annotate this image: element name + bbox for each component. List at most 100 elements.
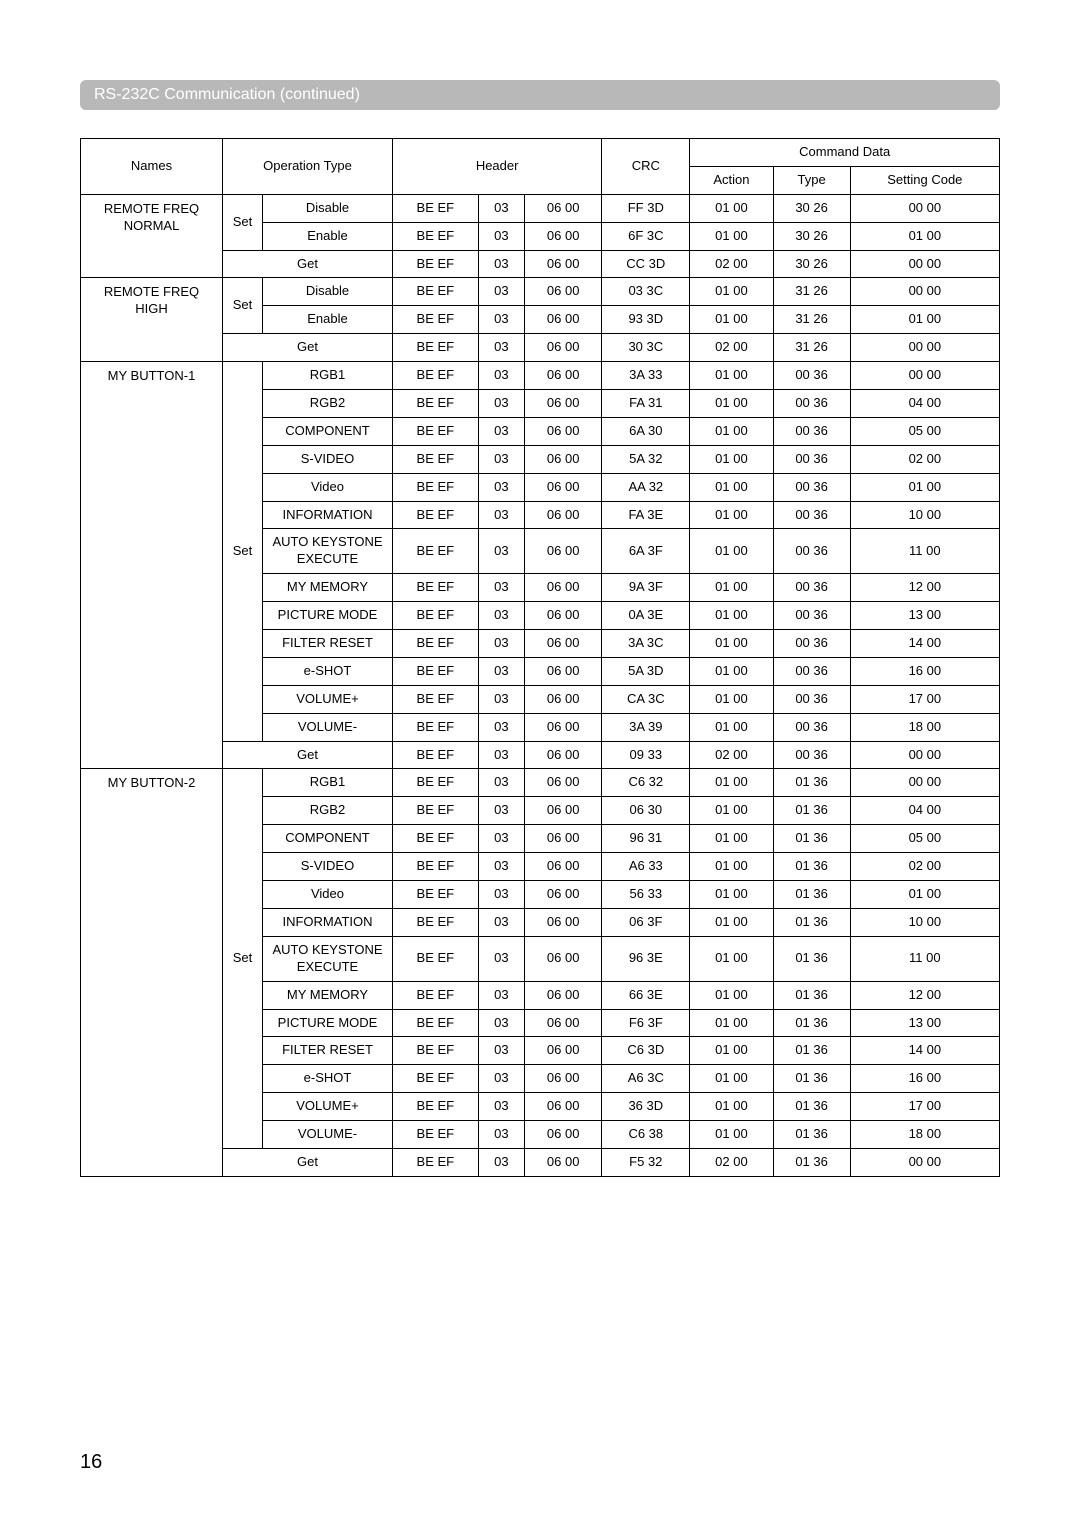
data-cell: 13 00 — [850, 1009, 999, 1037]
data-cell: 01 00 — [690, 1009, 773, 1037]
data-cell: 00 36 — [773, 657, 850, 685]
data-cell: 30 3C — [602, 334, 690, 362]
data-cell: 01 00 — [690, 825, 773, 853]
data-cell: 03 — [478, 1009, 525, 1037]
op-value-cell: Enable — [263, 306, 393, 334]
data-cell: 00 00 — [850, 362, 999, 390]
name-cell: REMOTE FREQNORMAL — [81, 194, 223, 278]
data-cell: BE EF — [393, 981, 479, 1009]
data-cell: 03 — [478, 390, 525, 418]
col-setting-code: Setting Code — [850, 166, 999, 194]
op-get-cell: Get — [223, 741, 393, 769]
data-cell: BE EF — [393, 602, 479, 630]
col-operation-type: Operation Type — [223, 139, 393, 195]
data-cell: 10 00 — [850, 908, 999, 936]
data-cell: 00 00 — [850, 194, 999, 222]
data-cell: 06 00 — [525, 278, 602, 306]
data-cell: BE EF — [393, 417, 479, 445]
data-cell: BE EF — [393, 1065, 479, 1093]
data-cell: 01 00 — [690, 1093, 773, 1121]
data-cell: 00 36 — [773, 685, 850, 713]
data-cell: 06 3F — [602, 908, 690, 936]
data-cell: F6 3F — [602, 1009, 690, 1037]
data-cell: 00 36 — [773, 574, 850, 602]
data-cell: BE EF — [393, 797, 479, 825]
data-cell: 17 00 — [850, 1093, 999, 1121]
op-value-cell: RGB1 — [263, 769, 393, 797]
data-cell: BE EF — [393, 574, 479, 602]
data-cell: 03 — [478, 685, 525, 713]
op-get-cell: Get — [223, 334, 393, 362]
data-cell: 06 00 — [525, 390, 602, 418]
data-cell: 04 00 — [850, 797, 999, 825]
data-cell: BE EF — [393, 769, 479, 797]
data-cell: BE EF — [393, 825, 479, 853]
data-cell: BE EF — [393, 908, 479, 936]
data-cell: 06 00 — [525, 741, 602, 769]
data-cell: 06 00 — [525, 630, 602, 658]
data-cell: 05 00 — [850, 417, 999, 445]
data-cell: 06 00 — [525, 362, 602, 390]
data-cell: 00 36 — [773, 445, 850, 473]
data-cell: 01 00 — [690, 769, 773, 797]
data-cell: 06 00 — [525, 908, 602, 936]
op-value-cell: RGB1 — [263, 362, 393, 390]
data-cell: 06 00 — [525, 1065, 602, 1093]
data-cell: 06 00 — [525, 797, 602, 825]
data-cell: 06 00 — [525, 657, 602, 685]
data-cell: 01 36 — [773, 825, 850, 853]
data-cell: BE EF — [393, 362, 479, 390]
data-cell: 03 — [478, 630, 525, 658]
op-value-cell: Video — [263, 473, 393, 501]
op-set-cell: Set — [223, 769, 263, 1148]
data-cell: 01 36 — [773, 881, 850, 909]
data-cell: 18 00 — [850, 713, 999, 741]
op-value-cell: RGB2 — [263, 797, 393, 825]
data-cell: 01 36 — [773, 1148, 850, 1176]
data-cell: 03 — [478, 250, 525, 278]
data-cell: 01 00 — [690, 390, 773, 418]
data-cell: BE EF — [393, 936, 479, 981]
data-cell: 6A 3F — [602, 529, 690, 574]
data-cell: 06 00 — [525, 1121, 602, 1149]
op-value-cell: FILTER RESET — [263, 1037, 393, 1065]
data-cell: 02 00 — [690, 741, 773, 769]
data-cell: C6 38 — [602, 1121, 690, 1149]
data-cell: 03 — [478, 473, 525, 501]
data-cell: 01 36 — [773, 1065, 850, 1093]
data-cell: 06 00 — [525, 222, 602, 250]
col-names: Names — [81, 139, 223, 195]
op-value-cell: S-VIDEO — [263, 853, 393, 881]
data-cell: 03 — [478, 362, 525, 390]
data-cell: 01 36 — [773, 853, 850, 881]
data-cell: BE EF — [393, 741, 479, 769]
data-cell: 06 00 — [525, 685, 602, 713]
data-cell: 03 — [478, 501, 525, 529]
op-value-cell: PICTURE MODE — [263, 602, 393, 630]
data-cell: 01 36 — [773, 1037, 850, 1065]
data-cell: 04 00 — [850, 390, 999, 418]
data-cell: 03 — [478, 1093, 525, 1121]
data-cell: 01 36 — [773, 936, 850, 981]
data-cell: 96 31 — [602, 825, 690, 853]
col-type: Type — [773, 166, 850, 194]
data-cell: 01 00 — [690, 981, 773, 1009]
data-cell: 06 00 — [525, 602, 602, 630]
op-value-cell: Disable — [263, 194, 393, 222]
data-cell: 01 00 — [690, 908, 773, 936]
op-value-cell: e-SHOT — [263, 1065, 393, 1093]
data-cell: 09 33 — [602, 741, 690, 769]
op-set-cell: Set — [223, 278, 263, 334]
data-cell: C6 32 — [602, 769, 690, 797]
data-cell: 00 36 — [773, 713, 850, 741]
op-value-cell: INFORMATION — [263, 908, 393, 936]
data-cell: BE EF — [393, 1009, 479, 1037]
op-value-cell: Video — [263, 881, 393, 909]
op-value-cell: VOLUME- — [263, 713, 393, 741]
data-cell: BE EF — [393, 334, 479, 362]
data-cell: 00 00 — [850, 741, 999, 769]
data-cell: 06 00 — [525, 574, 602, 602]
data-cell: 00 00 — [850, 1148, 999, 1176]
data-cell: 01 00 — [690, 936, 773, 981]
data-cell: 03 — [478, 981, 525, 1009]
